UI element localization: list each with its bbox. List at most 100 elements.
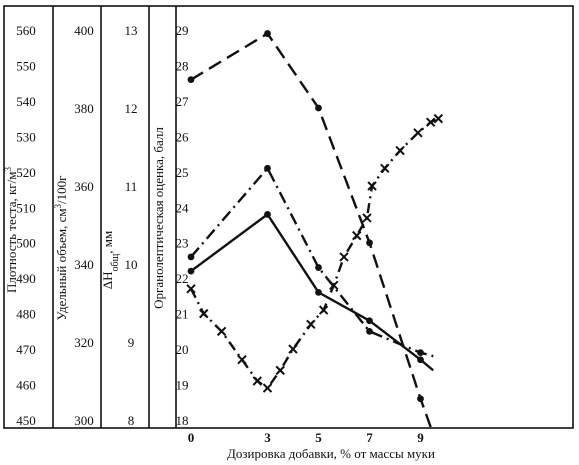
score-tick-label: 29: [176, 23, 189, 38]
dh-tick-label: 13: [125, 23, 138, 38]
density-tick-label: 540: [16, 94, 36, 109]
chart-frame: [3, 5, 574, 429]
x-marker-stroke: [216, 326, 227, 337]
main-y-axis: 18 19 20 21 22 23 24 25 26 27 28 29 Органолептическа…: [151, 23, 189, 428]
x-marker-stroke: [425, 117, 436, 127]
series-4-point: [425, 117, 436, 127]
series-4-point: [252, 376, 263, 386]
series-4-point: [329, 280, 339, 290]
score-tick-label: 24: [176, 200, 190, 215]
series-4-point: [352, 230, 362, 241]
series-4-point: [380, 163, 390, 173]
series-4-point: [395, 145, 405, 156]
dh-tick-label: 9: [128, 335, 135, 350]
x-tick-label: 0: [188, 430, 195, 445]
series-layer: [186, 30, 444, 428]
x-marker-stroke: [275, 365, 285, 376]
series-3-line: [190, 213, 435, 372]
series-1-point: [315, 104, 322, 112]
score-tick-label: 26: [176, 129, 190, 144]
left-axes: 450 460 470 480 490 500 510 520 530 540 550 560 Плот…: [3, 23, 138, 428]
density-tick-label: 550: [16, 58, 36, 73]
x-marker-stroke: [339, 252, 349, 262]
dh-tick-label: 12: [125, 101, 138, 116]
x-marker-stroke: [288, 344, 298, 354]
volume-axis-title: Удельный объем, см3/100г: [53, 175, 69, 320]
density-tick-label: 560: [16, 23, 36, 38]
x-marker-stroke: [186, 284, 196, 294]
series-4-point: [186, 284, 196, 294]
x-tick-label: 3: [264, 430, 271, 445]
series-1-point: [264, 30, 271, 37]
series-4-point: [237, 355, 247, 365]
series-2-point: [315, 264, 322, 271]
series-4-point: [339, 252, 349, 262]
series-2-point: [264, 164, 271, 172]
x-tick-label: 5: [315, 430, 322, 445]
plot-border: [3, 5, 574, 429]
series-4-line: [189, 117, 439, 390]
series-4-point: [262, 383, 273, 393]
score-tick-label: 23: [176, 236, 189, 251]
x-marker-stroke: [362, 213, 372, 223]
dh-tick-label: 10: [125, 257, 138, 272]
score-tick-label: 28: [176, 58, 189, 73]
x-tick-label: 7: [366, 430, 373, 445]
x-marker-stroke: [395, 145, 405, 156]
x-marker-stroke: [367, 181, 377, 191]
score-tick-label: 25: [176, 165, 189, 180]
volume-tick-label: 380: [74, 101, 94, 116]
density-tick-label: 490: [16, 271, 36, 286]
density-tick-label: 510: [16, 200, 36, 215]
dh-tick-label: 8: [128, 413, 135, 428]
series-4-point: [288, 344, 298, 354]
x-marker-stroke: [318, 305, 329, 315]
x-marker-stroke: [252, 376, 263, 386]
x-marker-stroke: [380, 163, 390, 173]
x-marker-stroke: [352, 230, 362, 241]
series-4-point: [318, 305, 329, 315]
dh-axis-title: ΔHобщ, мм: [100, 231, 121, 290]
series-1-point: [366, 239, 373, 247]
density-tick-label: 470: [16, 342, 36, 357]
density-axis-title: Плотность теста, кг/м3: [3, 167, 19, 293]
volume-tick-label: 320: [74, 335, 94, 350]
x-marker-stroke: [329, 280, 339, 290]
series-4-point: [199, 308, 209, 319]
series-1-point: [187, 76, 195, 84]
x-marker-stroke: [199, 308, 209, 319]
dh-tick-label: 11: [125, 179, 138, 194]
series-2-line: [190, 167, 434, 358]
x-axis: 0 3 5 7 9: [188, 430, 425, 445]
series-4-point: [216, 326, 227, 337]
x-marker-stroke: [306, 319, 316, 329]
series-3-point: [187, 267, 195, 275]
series-4-point: [367, 181, 377, 191]
series-3-point: [264, 210, 271, 218]
x-tick-label: 9: [417, 430, 424, 445]
volume-tick-label: 360: [74, 179, 94, 194]
x-marker-stroke: [433, 113, 444, 124]
series-3-point: [366, 317, 373, 325]
score-tick-label: 27: [176, 94, 190, 109]
score-tick-label: 18: [176, 413, 189, 428]
x-marker-stroke: [413, 128, 423, 138]
series-1-line: [190, 32, 432, 428]
volume-tick-label: 400: [74, 23, 94, 38]
volume-tick-label: 340: [74, 257, 94, 272]
score-tick-label: 21: [176, 307, 189, 322]
score-tick-label: 19: [176, 378, 189, 393]
density-tick-label: 520: [16, 165, 36, 180]
volume-tick-label: 300: [74, 413, 94, 428]
x-marker-stroke: [262, 383, 273, 393]
score-tick-label: 22: [176, 271, 189, 286]
density-tick-label: 480: [16, 307, 36, 322]
score-tick-label: 20: [176, 342, 189, 357]
x-marker-stroke: [237, 355, 247, 365]
series-4-point: [306, 319, 316, 329]
series-1-point: [417, 395, 424, 403]
density-tick-label: 500: [16, 236, 36, 251]
series-2-point: [187, 253, 195, 261]
density-tick-label: 460: [16, 378, 36, 393]
